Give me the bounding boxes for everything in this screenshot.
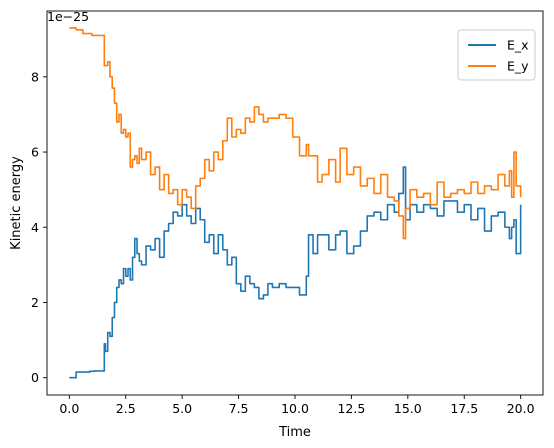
y-tick-label: 6 xyxy=(31,145,39,160)
x-tick-label: 2.5 xyxy=(116,401,136,416)
x-tick-label: 0.0 xyxy=(59,401,79,416)
y-tick-label: 4 xyxy=(31,220,39,235)
plot-area xyxy=(69,27,522,379)
legend: E_x E_y xyxy=(457,29,536,81)
x-tick-label: 12.5 xyxy=(337,401,365,416)
x-tick-label: 5.0 xyxy=(172,401,192,416)
series-line-e-x xyxy=(69,166,522,379)
x-tick-label: 17.5 xyxy=(450,401,478,416)
x-tick-label: 15.0 xyxy=(394,401,422,416)
x-tick-label: 10.0 xyxy=(281,401,309,416)
x-axis-label: Time xyxy=(278,425,311,440)
y-axis-offset-text: 1e−25 xyxy=(47,9,89,24)
legend-label-e-x: E_x xyxy=(507,38,529,53)
x-tick-label: 20.0 xyxy=(507,401,535,416)
x-axis-ticks: 0.0 2.5 5.0 7.5 10.0 12.5 15.0 17.5 20.0 xyxy=(59,395,535,416)
legend-label-e-y: E_y xyxy=(507,59,529,74)
y-tick-label: 8 xyxy=(31,69,39,84)
x-tick-label: 7.5 xyxy=(229,401,249,416)
legend-box xyxy=(457,29,536,81)
y-axis-ticks: 0 2 4 6 8 xyxy=(31,69,47,385)
y-axis-label: Kinetic energy xyxy=(9,156,24,250)
y-tick-label: 0 xyxy=(31,370,39,385)
y-tick-label: 2 xyxy=(31,295,39,310)
series-layer xyxy=(69,27,522,379)
series-line-e-y xyxy=(69,27,522,240)
